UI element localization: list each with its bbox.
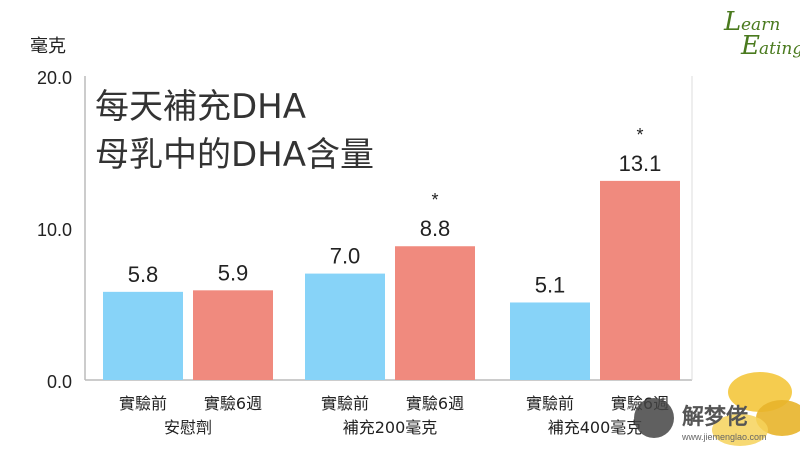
- data-label: 5.1: [535, 272, 566, 297]
- svg-text:ating: ating: [759, 39, 800, 59]
- bar: [395, 246, 475, 380]
- bar: [193, 290, 273, 380]
- data-label: 13.1: [619, 151, 662, 176]
- watermark: 解梦佬 www.jiemenglao.com: [634, 398, 767, 442]
- significance-star: *: [431, 190, 438, 210]
- x-tick-label: 實驗前: [321, 394, 369, 413]
- bar: [510, 302, 590, 380]
- group-label: 補充400毫克: [548, 418, 643, 437]
- learn-eating-logo: L earn E ating: [723, 7, 800, 61]
- y-tick-label: 0.0: [47, 372, 72, 392]
- x-tick-label: 實驗6週: [204, 394, 262, 413]
- bar: [305, 273, 385, 380]
- x-tick-label: 實驗6週: [406, 394, 464, 413]
- data-label: 7.0: [330, 244, 361, 269]
- chart-title-line-1: 每天補充DHA: [95, 87, 306, 127]
- x-tick-label: 實驗前: [119, 394, 167, 413]
- bar: [600, 180, 680, 380]
- group-label: 安慰劑: [164, 418, 212, 437]
- svg-text:解梦佬: 解梦佬: [682, 404, 748, 430]
- svg-text:L: L: [723, 7, 741, 37]
- chart-title-line-2: 母乳中的DHA含量: [95, 135, 374, 175]
- x-tick-label: 實驗前: [526, 394, 574, 413]
- data-label: 5.8: [128, 262, 159, 287]
- watermark-face-icon: [634, 398, 674, 438]
- data-label: 5.9: [218, 260, 249, 285]
- y-axis-unit: 毫克: [30, 36, 66, 57]
- group-label: 補充200毫克: [343, 418, 438, 437]
- svg-text:www.jiemenglao.com: www.jiemenglao.com: [681, 432, 767, 442]
- svg-text:earn: earn: [741, 15, 780, 35]
- y-tick-label: 20.0: [37, 68, 72, 88]
- data-label: 8.8: [420, 216, 451, 241]
- svg-text:E: E: [740, 31, 760, 61]
- y-tick-label: 10.0: [37, 220, 72, 240]
- significance-star: *: [636, 125, 643, 145]
- capsules-decoration: [712, 372, 800, 446]
- bar: [103, 291, 183, 380]
